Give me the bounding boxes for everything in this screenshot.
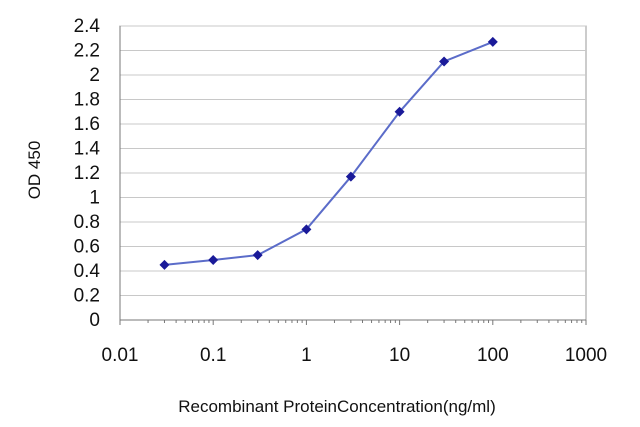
- y-tick-label: 1.2: [74, 163, 100, 184]
- x-tick-label: 10: [389, 345, 410, 366]
- x-tick-labels: 0.01 0.1 1 10 100 1000: [102, 345, 608, 366]
- data-point: [487, 36, 498, 47]
- x-tick-label: 100: [477, 345, 509, 366]
- data-point: [301, 224, 312, 235]
- axes: [119, 26, 587, 325]
- x-tick-label: 1: [301, 345, 312, 366]
- y-tick-label: 1.8: [74, 90, 100, 111]
- y-tick-label: 0: [89, 310, 100, 331]
- data-point: [159, 259, 170, 270]
- y-tick-label: 1: [89, 188, 100, 209]
- x-tick-label: 0.1: [200, 345, 226, 366]
- y-tick-label: 2.2: [74, 41, 100, 62]
- y-tick-label: 0.8: [74, 212, 100, 233]
- y-axis-title: OD 450: [25, 141, 44, 200]
- x-axis-title: Recombinant ProteinConcentration(ng/ml): [178, 397, 496, 416]
- x-tick-label: 1000: [565, 345, 607, 366]
- y-tick-label: 0.2: [74, 286, 100, 307]
- data-point: [439, 56, 450, 67]
- y-tick-labels: 0 0.2 0.4 0.6 0.8 1 1.2 1.4 1.6 1.8 2 2.2 2.4: [74, 16, 101, 331]
- y-tick-label: 2.4: [74, 16, 101, 37]
- y-tick-label: 1.6: [74, 114, 100, 135]
- data-point: [208, 254, 219, 265]
- y-tick-label: 2: [89, 65, 100, 86]
- x-tick-label: 0.01: [102, 345, 139, 366]
- data-series: [159, 36, 498, 270]
- data-point: [394, 106, 405, 117]
- y-tick-label: 0.4: [74, 261, 101, 282]
- y-tick-label: 0.6: [74, 237, 100, 258]
- data-point: [345, 171, 356, 182]
- series-line: [164, 40, 494, 266]
- y-tick-label: 1.4: [74, 139, 101, 160]
- data-point: [252, 250, 263, 261]
